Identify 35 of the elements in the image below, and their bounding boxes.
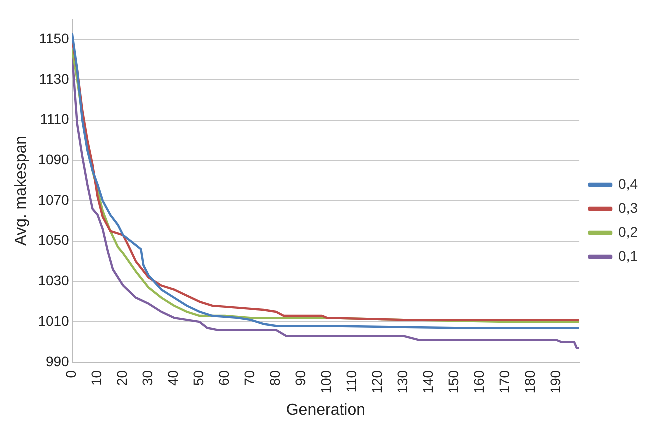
x-tick-label: 0 [63,370,80,378]
x-tick-label: 130 [394,370,411,394]
x-tick-label: 110 [344,370,360,393]
x-tick-label: 90 [292,370,309,386]
legend-label: 0,4 [618,176,638,192]
x-tick-label: 40 [165,370,182,386]
x-tick-label: 150 [446,370,462,394]
y-tick-label: 1030 [38,272,70,289]
x-tick-label: 120 [369,370,386,394]
x-tick-label: 60 [216,370,232,386]
x-tick-label: 80 [267,370,284,386]
y-tick-label: 1010 [38,312,70,329]
y-tick-label: 1090 [38,152,70,168]
x-tick-label: 20 [114,370,130,386]
x-axis-title: Generation [286,402,366,419]
y-axis-title: Avg. makespan [13,136,30,246]
x-tick-label: 140 [420,370,436,394]
y-tick-label: 1110 [40,111,70,128]
y-tick-label: 1150 [39,30,70,46]
x-tick-label: 10 [88,370,105,386]
x-tick-label: 100 [318,370,334,394]
x-tick-label: 50 [190,370,207,386]
legend-label: 0,1 [618,248,638,264]
legend-label: 0,2 [618,224,638,240]
y-tick-label: 1050 [38,232,70,248]
y-tick-label: 1130 [39,70,70,87]
x-tick-label: 160 [471,370,487,394]
x-tick-label: 170 [496,370,512,394]
y-tick-label: 990 [46,353,70,370]
legend-label: 0,3 [618,200,638,216]
y-tick-label: 1070 [38,192,70,208]
x-tick-label: 190 [547,370,564,394]
x-tick-label: 30 [140,370,156,386]
x-tick-label: 180 [522,370,538,394]
x-tick-label: 70 [242,370,258,386]
